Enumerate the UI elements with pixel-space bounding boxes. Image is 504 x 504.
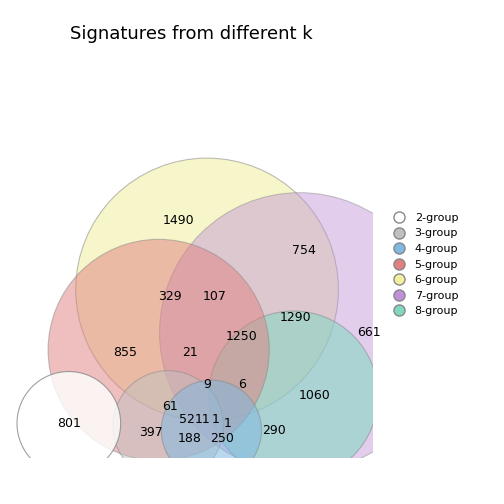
Circle shape (161, 380, 262, 480)
Circle shape (76, 158, 338, 421)
Text: 1: 1 (224, 417, 232, 430)
Text: 107: 107 (203, 290, 227, 303)
Text: 1060: 1060 (298, 389, 330, 402)
Text: 1490: 1490 (163, 214, 195, 227)
Text: 9: 9 (203, 378, 211, 391)
Text: 397: 397 (139, 425, 163, 438)
Text: 754: 754 (292, 244, 316, 257)
Circle shape (113, 370, 223, 481)
Circle shape (17, 371, 120, 475)
Text: 11: 11 (195, 413, 211, 425)
Circle shape (48, 239, 269, 461)
Text: 61: 61 (162, 400, 178, 413)
Text: 21: 21 (182, 346, 198, 359)
Text: 1290: 1290 (279, 311, 311, 325)
Text: 1250: 1250 (226, 331, 258, 343)
Text: 801: 801 (57, 417, 81, 430)
Text: 329: 329 (158, 290, 182, 303)
Text: 6: 6 (238, 378, 245, 391)
Text: 188: 188 (178, 431, 202, 445)
Legend: 2-group, 3-group, 4-group, 5-group, 6-group, 7-group, 8-group: 2-group, 3-group, 4-group, 5-group, 6-gr… (384, 209, 463, 321)
Text: 1: 1 (212, 413, 220, 425)
Text: 250: 250 (210, 432, 234, 446)
Text: 855: 855 (113, 346, 137, 359)
Text: Signatures from different k: Signatures from different k (70, 25, 313, 43)
Text: 52: 52 (179, 413, 195, 425)
Text: 661: 661 (357, 326, 381, 339)
Circle shape (160, 193, 439, 473)
Circle shape (209, 311, 378, 480)
Text: 290: 290 (262, 424, 285, 437)
